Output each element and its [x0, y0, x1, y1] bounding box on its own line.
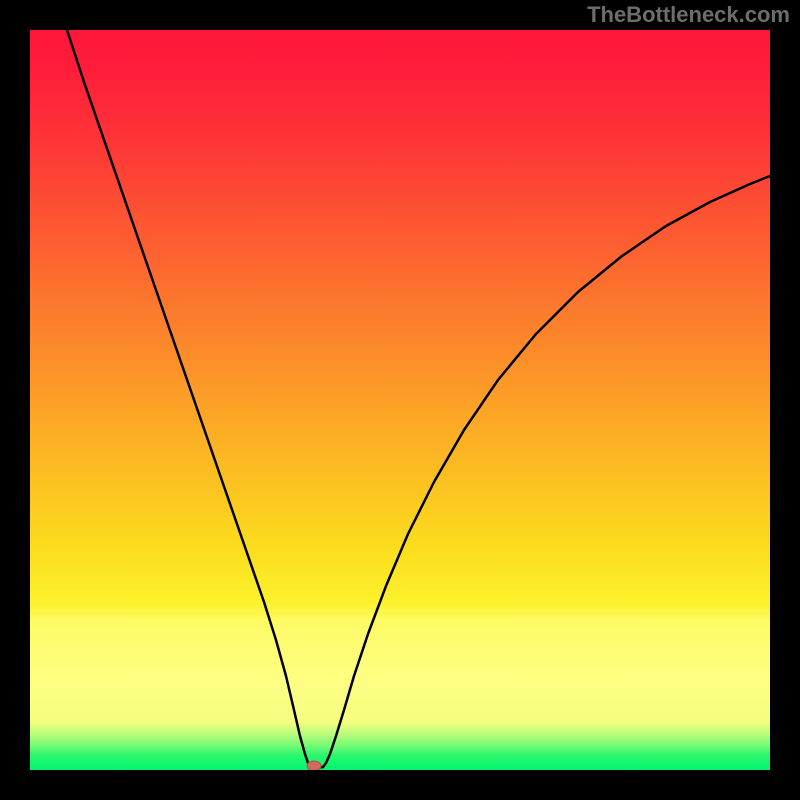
chart-plot-area [30, 30, 770, 770]
chart-curve-layer [30, 30, 770, 770]
watermark-text: TheBottleneck.com [587, 2, 790, 28]
optimal-point-marker [307, 761, 321, 770]
bottleneck-curve [67, 30, 770, 768]
